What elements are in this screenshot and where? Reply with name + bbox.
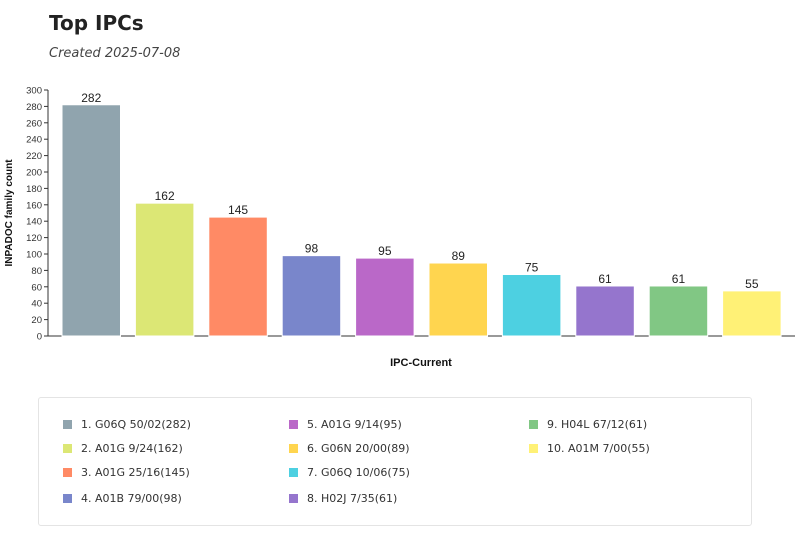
y-tick-label: 80	[31, 266, 42, 277]
y-axis-label: INPADOC family count	[4, 159, 15, 267]
legend-item[interactable]: 4. A01B 79/00(98)	[63, 492, 182, 505]
legend-item[interactable]: 6. G06N 20/00(89)	[289, 442, 410, 455]
bar-5	[355, 257, 415, 337]
legend-label: 10. A01M 7/00(55)	[547, 442, 650, 455]
bar-value-label: 75	[525, 261, 539, 275]
y-tick-label: 200	[26, 168, 42, 179]
chart-legend: 1. G06Q 50/02(282) 2. A01G 9/24(162) 3. A0…	[38, 397, 752, 526]
legend-label: 5. A01G 9/14(95)	[307, 418, 402, 431]
y-tick-label: 240	[26, 135, 42, 146]
bar-value-label: 98	[305, 242, 319, 256]
bar-7	[501, 274, 562, 337]
chart-subtitle: Created 2025-07-08	[49, 46, 181, 61]
legend-label: 2. A01G 9/24(162)	[81, 442, 183, 455]
bar-value-label: 95	[378, 244, 392, 258]
y-tick-label: 140	[26, 217, 42, 228]
bar-value-label: 145	[228, 203, 248, 217]
bar-6	[428, 262, 488, 337]
legend-item[interactable]: 5. A01G 9/14(95)	[289, 418, 402, 431]
bar-value-label: 89	[452, 249, 466, 263]
legend-label: 6. G06N 20/00(89)	[307, 442, 410, 455]
y-tick-label: 20	[31, 315, 42, 326]
bar-value-label: 61	[672, 272, 686, 286]
legend-swatch	[529, 444, 538, 453]
legend-item[interactable]: 10. A01M 7/00(55)	[529, 442, 650, 455]
legend-label: 7. G06Q 10/06(75)	[307, 466, 410, 479]
chart-title: Top IPCs	[49, 11, 144, 35]
y-tick-label: 60	[31, 282, 42, 293]
legend-swatch	[289, 444, 298, 453]
y-tick-label: 260	[26, 118, 42, 129]
legend-label: 1. G06Q 50/02(282)	[81, 418, 191, 431]
bar-4	[281, 255, 342, 337]
legend-item[interactable]: 3. A01G 25/16(145)	[63, 466, 190, 479]
bar-value-label: 282	[81, 91, 101, 105]
y-tick-label: 280	[26, 102, 42, 113]
y-tick-label: 100	[26, 250, 42, 261]
bar-1	[61, 104, 121, 337]
legend-swatch	[63, 420, 72, 429]
y-tick-label: 120	[26, 233, 42, 244]
legend-item[interactable]: 8. H02J 7/35(61)	[289, 492, 397, 505]
y-tick-label: 180	[26, 184, 42, 195]
bar-chart: 0 20 40 60 80 100 120 140 160 180 200 220 240 260 280 3…	[4, 86, 795, 369]
legend-label: 8. H02J 7/35(61)	[307, 492, 398, 505]
legend-swatch	[289, 468, 298, 477]
y-tick-label: 0	[37, 332, 42, 343]
y-tick-label: 160	[26, 200, 42, 211]
legend-item[interactable]: 7. G06Q 10/06(75)	[289, 466, 410, 479]
legend-item[interactable]: 1. G06Q 50/02(282)	[63, 418, 191, 431]
legend-label: 9. H04L 67/12(61)	[547, 418, 648, 431]
legend-swatch	[529, 420, 538, 429]
bar-2	[134, 202, 195, 337]
legend-swatch	[289, 420, 298, 429]
bar-value-label: 61	[598, 272, 612, 286]
legend-item[interactable]: 9. H04L 67/12(61)	[529, 418, 647, 431]
bar-value-label: 162	[155, 189, 175, 203]
bar-9	[648, 285, 709, 337]
bar-10	[722, 290, 782, 337]
x-axis-label: IPC-Current	[390, 357, 452, 369]
y-tick-label: 220	[26, 151, 42, 162]
legend-swatch	[63, 494, 72, 503]
bar-3	[208, 216, 268, 337]
bar-8	[575, 285, 635, 337]
y-tick-label: 40	[31, 299, 42, 310]
legend-item[interactable]: 2. A01G 9/24(162)	[63, 442, 183, 455]
legend-swatch	[63, 468, 72, 477]
legend-swatch	[63, 444, 72, 453]
y-tick-label: 300	[26, 86, 42, 97]
bar-value-label: 55	[745, 277, 759, 291]
legend-swatch	[289, 494, 298, 503]
legend-label: 4. A01B 79/00(98)	[81, 492, 182, 505]
legend-label: 3. A01G 25/16(145)	[81, 466, 190, 479]
